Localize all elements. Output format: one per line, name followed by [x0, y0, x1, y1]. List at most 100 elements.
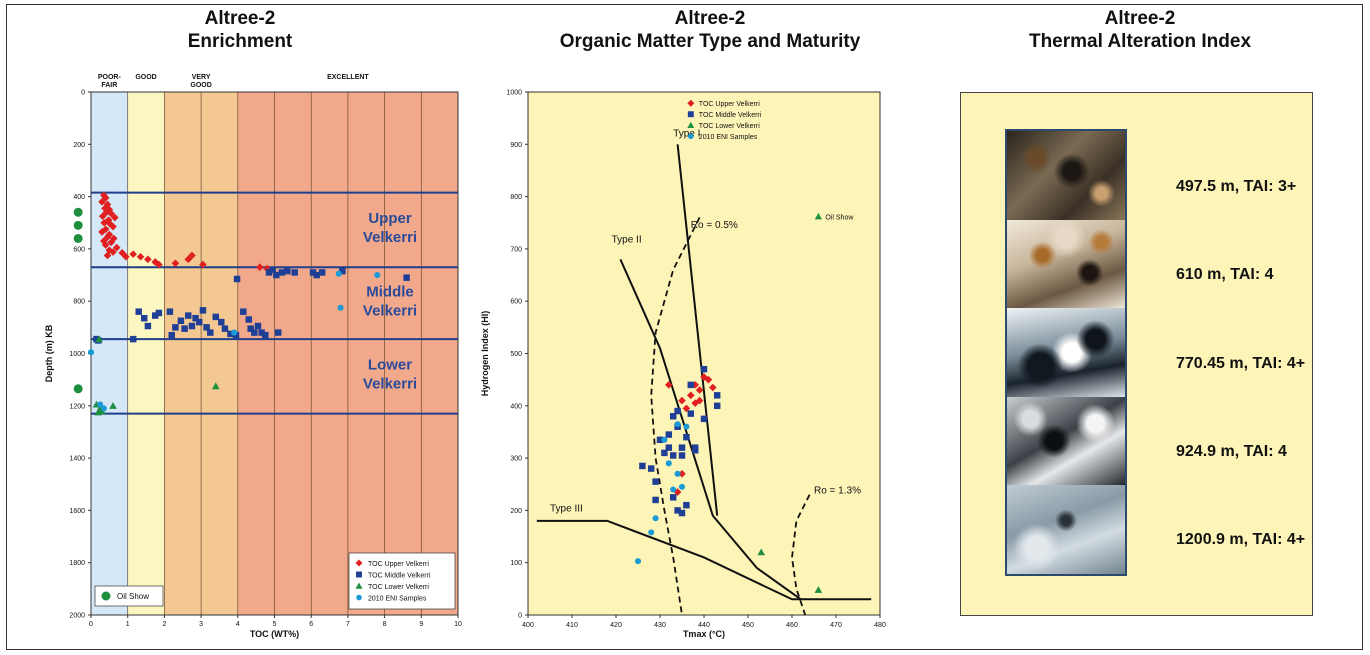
data-point	[665, 431, 673, 438]
maturity-chart: 400 410 420 430 440 450 460 470 480 0 100 200 300 400…	[480, 90, 886, 640]
data-point	[704, 375, 713, 384]
y-tick-label: 500	[510, 351, 522, 358]
zone-label: Velkerri	[363, 302, 417, 319]
tai-photo-3	[1007, 308, 1125, 397]
data-point	[103, 251, 112, 260]
y-tick-label: 1000	[506, 90, 522, 97]
data-point	[188, 251, 196, 260]
data-point	[95, 335, 103, 343]
data-point	[265, 269, 273, 276]
data-point	[814, 586, 823, 593]
data-point	[713, 402, 721, 410]
data-point	[106, 220, 114, 228]
legend-label: 2010 ENI Samples	[699, 134, 758, 141]
y-tick-label: 0	[518, 613, 522, 620]
data-point	[177, 317, 185, 325]
figure-frame	[6, 4, 1363, 650]
data-point	[105, 205, 114, 214]
data-point	[665, 444, 673, 451]
data-point	[245, 316, 253, 323]
x-tick-label: 430	[654, 622, 666, 629]
legend-marker	[688, 133, 694, 140]
kerogen-label: Type III	[550, 503, 583, 514]
y-tick-label: 1400	[69, 456, 85, 463]
data-point	[100, 237, 108, 245]
data-point	[151, 312, 159, 319]
data-point	[172, 324, 179, 331]
data-point	[691, 447, 699, 454]
x-tick-label: 2	[162, 621, 166, 628]
oil-show-marker	[814, 212, 822, 220]
data-point	[100, 405, 107, 412]
richness-band-label: GOOD	[190, 82, 211, 89]
data-point	[652, 478, 659, 485]
data-point	[109, 222, 117, 231]
data-point	[112, 243, 121, 252]
oil-show-marker	[73, 220, 83, 230]
plot-area	[527, 91, 881, 616]
data-point	[656, 436, 664, 444]
data-point	[284, 267, 291, 275]
y-tick-label: 400	[510, 403, 522, 410]
data-point	[757, 548, 765, 556]
data-point	[101, 204, 109, 213]
data-point	[665, 381, 673, 389]
x-tick-label: 8	[383, 621, 387, 628]
data-point	[247, 325, 254, 332]
data-point	[713, 392, 721, 399]
data-point	[155, 260, 163, 269]
data-point	[129, 335, 137, 343]
x-tick-label: 9	[419, 621, 423, 628]
data-point	[135, 308, 142, 315]
data-point	[199, 260, 207, 269]
data-point	[98, 228, 106, 236]
data-point	[683, 433, 690, 441]
enrichment-title: Altree-2 Enrichment	[187, 8, 293, 52]
data-point	[678, 444, 686, 451]
x-tick-label: 420	[610, 622, 622, 629]
data-point	[140, 314, 148, 322]
data-point	[109, 402, 117, 409]
tai-photo-1	[1007, 131, 1125, 220]
oil-show-legend	[94, 585, 164, 607]
legend-label: TOC Middle Velkerri	[699, 112, 762, 119]
data-point	[118, 249, 126, 257]
data-point	[188, 322, 196, 330]
zone-label: Velkerri	[363, 376, 417, 393]
data-point	[687, 381, 695, 389]
data-point	[678, 483, 686, 490]
data-point	[674, 407, 681, 415]
richness-band-label: EXCELLENT	[327, 74, 369, 81]
ro-label: Ro = 0.5%	[691, 220, 738, 231]
data-point	[256, 263, 264, 272]
data-point	[669, 413, 677, 420]
kerogen-line	[619, 258, 802, 601]
x-tick-label: 460	[786, 622, 798, 629]
data-point	[155, 309, 163, 317]
y-tick-label: 900	[510, 142, 522, 149]
x-tick-label: 6	[309, 621, 313, 628]
y-tick-label: 600	[73, 246, 85, 253]
tai-label-5: 1200.9 m, TAI: 4+	[1176, 531, 1306, 548]
data-point	[687, 410, 695, 417]
y-tick-label: 1000	[69, 351, 85, 358]
zone-label: Velkerri	[363, 229, 417, 246]
legend-marker	[356, 594, 362, 601]
data-point	[227, 330, 234, 338]
data-point	[634, 558, 642, 565]
data-point	[168, 331, 175, 339]
data-point	[374, 272, 381, 279]
data-point	[211, 382, 220, 390]
data-point	[648, 529, 655, 536]
data-point	[171, 259, 180, 268]
data-point	[100, 191, 108, 200]
legend-marker	[687, 99, 695, 107]
data-point	[652, 496, 659, 504]
data-point	[104, 216, 113, 224]
data-point	[318, 269, 326, 276]
tai-photo-strip	[1005, 129, 1127, 576]
data-point	[221, 325, 229, 332]
data-point	[709, 383, 717, 392]
data-point	[94, 408, 103, 416]
